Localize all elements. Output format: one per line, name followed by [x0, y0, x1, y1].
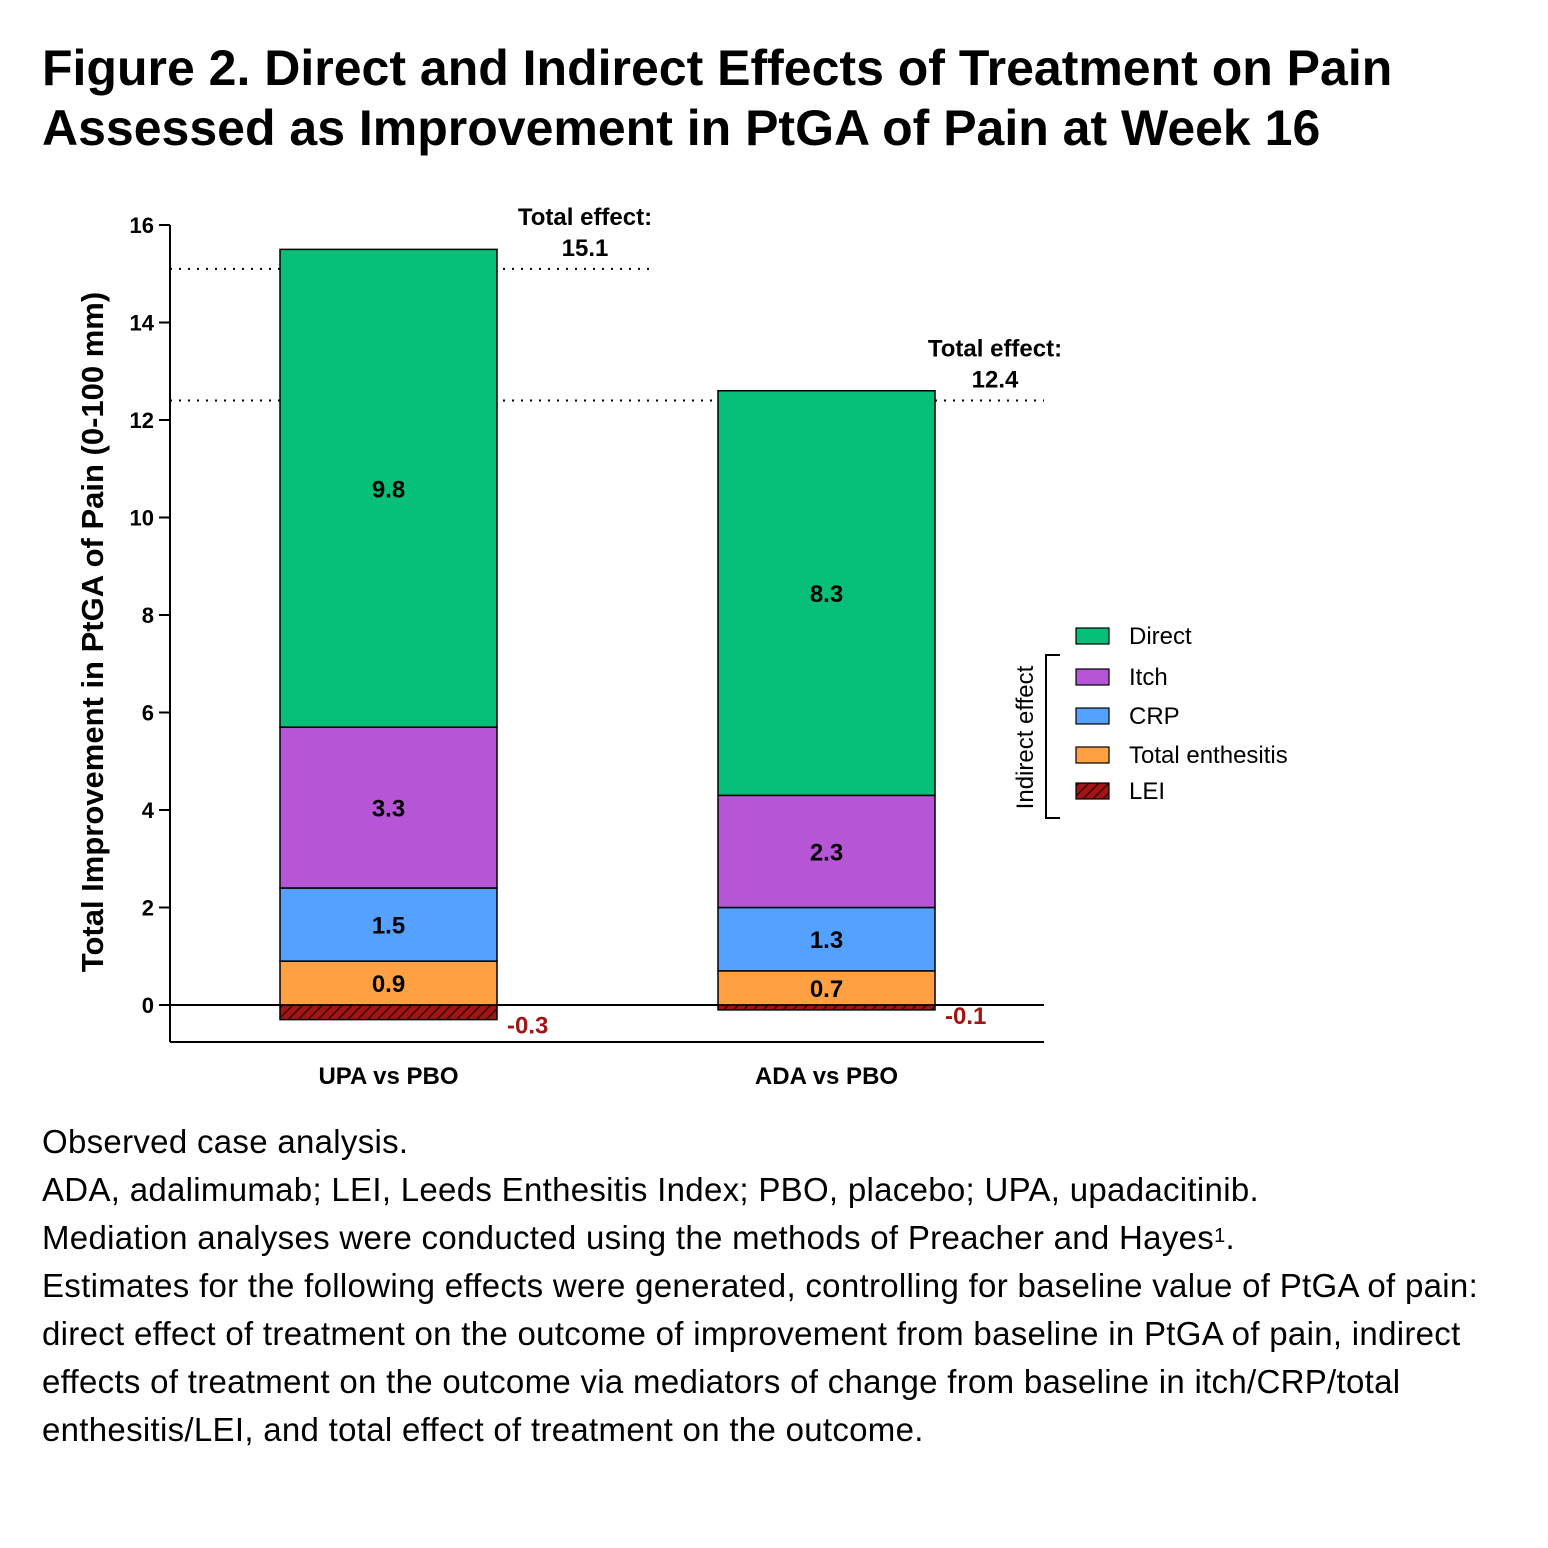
- figure-caption: Observed case analysis. ADA, adalimumab;…: [42, 1118, 1512, 1454]
- x-category-label: ADA vs PBO: [755, 1063, 898, 1090]
- bar-segment-direct: [279, 248, 498, 728]
- caption-line: Mediation analyses were conducted using …: [42, 1214, 1512, 1262]
- caption-line: ADA, adalimumab; LEI, Leeds Enthesitis I…: [42, 1171, 1259, 1208]
- y-axis-label: Total Improvement in PtGA of Pain (0-100…: [75, 292, 110, 972]
- legend-label: CRP: [1129, 703, 1180, 730]
- bar-segment-total-enthesitis: [279, 960, 498, 1006]
- legend: Direct Itch CRP Total enthesitis LEI Indirect…: [1012, 623, 1288, 819]
- data-label: 9.8: [372, 476, 405, 503]
- indirect-effect-bracket: [1045, 654, 1060, 819]
- legend-label: Total enthesitis: [1129, 742, 1288, 769]
- total-effect-label: Total effect:: [518, 204, 652, 231]
- y-tick-label: 14: [130, 311, 155, 336]
- total-effect-value: 12.4: [972, 367, 1019, 394]
- caption-text: .: [1225, 1219, 1235, 1256]
- legend-label: Itch: [1129, 664, 1168, 691]
- legend-swatch: [1075, 668, 1110, 686]
- data-label: 1.3: [810, 927, 843, 954]
- caption-text: Mediation analyses were conducted using …: [42, 1219, 1215, 1256]
- indirect-effect-label: Indirect effect: [1012, 665, 1039, 809]
- y-tick-label: 6: [142, 701, 154, 726]
- data-label-negative: -0.1: [945, 1003, 986, 1030]
- legend-swatch: [1075, 746, 1110, 764]
- bar-segment-direct: [717, 390, 936, 797]
- bar-segment-crp: [717, 906, 936, 972]
- data-label: 0.7: [810, 976, 843, 1003]
- figure-title: Figure 2. Direct and Indirect Effects of…: [42, 40, 1393, 156]
- y-tick-label: 16: [130, 213, 154, 238]
- legend-label: Direct: [1129, 623, 1192, 650]
- y-tick-label: 0: [142, 993, 154, 1018]
- data-label: 3.3: [372, 796, 405, 823]
- annotations: Total effect: 15.1 Total effect: 12.4 0.9 1.5…: [372, 204, 1062, 1040]
- total-effect-value: 15.1: [562, 235, 609, 262]
- caption-line: Observed case analysis.: [42, 1123, 409, 1160]
- bar-segment-total-enthesitis: [717, 970, 936, 1006]
- total-effect-label: Total effect:: [928, 336, 1062, 363]
- data-label: 2.3: [810, 839, 843, 866]
- y-tick-label: 2: [142, 896, 154, 921]
- legend-label: LEI: [1129, 778, 1165, 805]
- legend-swatch: [1075, 707, 1110, 725]
- bar-segment-lei: [279, 1004, 498, 1021]
- bars: [279, 248, 936, 1021]
- axes: 0 2 4 6 8 10 12 14 16 Total Improvement in PtGA o…: [75, 213, 1044, 1090]
- data-label: 8.3: [810, 581, 843, 608]
- citation-superscript: 1: [1214, 1225, 1226, 1247]
- legend-swatch: [1075, 782, 1110, 800]
- data-label-negative: -0.3: [507, 1013, 548, 1040]
- y-tick-label: 12: [130, 408, 154, 433]
- x-category-label: UPA vs PBO: [318, 1063, 458, 1090]
- legend-swatch: [1075, 627, 1110, 645]
- y-tick-label: 8: [142, 603, 154, 628]
- bar-segment-itch: [717, 794, 936, 909]
- caption-line: Estimates for the following effects were…: [42, 1267, 1479, 1448]
- y-tick-label: 10: [130, 506, 154, 531]
- data-label: 1.5: [372, 913, 405, 940]
- bar-segment-crp: [279, 887, 498, 962]
- bar-segment-lei: [717, 1004, 936, 1011]
- y-tick-label: 4: [142, 798, 155, 823]
- data-label: 0.9: [372, 971, 405, 998]
